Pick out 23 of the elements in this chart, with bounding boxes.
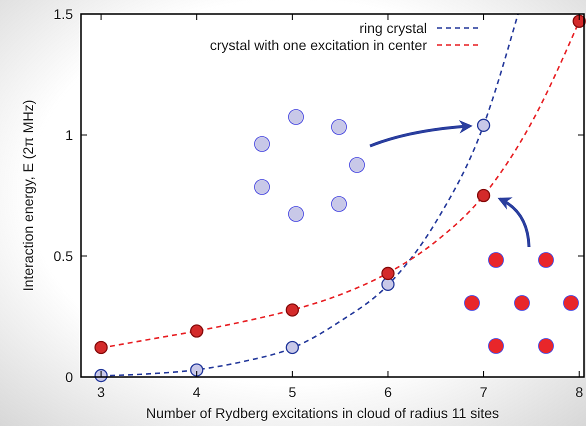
x-tick-label: 6 — [384, 384, 392, 400]
point — [381, 266, 395, 280]
y-tick-label: 1 — [65, 127, 74, 143]
y-tick-label: 0.5 — [54, 248, 74, 264]
y-axis-title: Interaction energy, E (2π MHz) — [20, 100, 36, 292]
point — [94, 340, 108, 354]
y-tick-label: 1.5 — [54, 6, 74, 22]
x-tick-label: 4 — [192, 384, 201, 400]
point — [190, 324, 204, 338]
legend-label: crystal with one excitation in center — [210, 37, 428, 53]
x-tick-label: 7 — [480, 384, 488, 400]
legend-label: ring crystal — [359, 20, 427, 36]
point — [286, 303, 299, 317]
x-tick-label: 3 — [97, 384, 106, 400]
point — [381, 278, 395, 291]
point — [286, 340, 299, 354]
point — [190, 363, 204, 377]
y-tick-label: 0 — [65, 369, 74, 385]
x-tick-label: 8 — [575, 384, 584, 400]
point — [476, 118, 490, 132]
x-axis-title: Number of Rydberg excitations in cloud of radius 11 sites — [146, 405, 500, 421]
point — [476, 188, 490, 202]
x-tick-label: 5 — [288, 384, 296, 400]
